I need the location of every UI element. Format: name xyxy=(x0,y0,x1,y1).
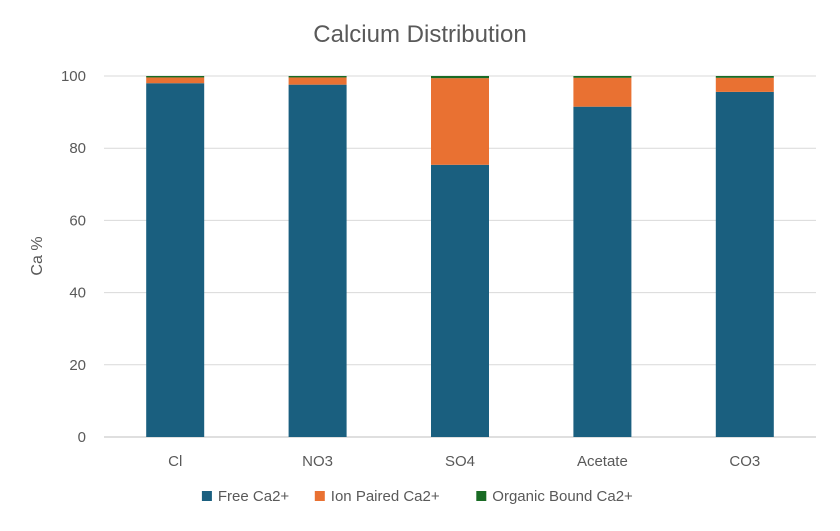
x-tick-label: Cl xyxy=(168,453,182,470)
legend-label: Ion Paired Ca2+ xyxy=(331,488,440,505)
x-tick-label: CO3 xyxy=(729,453,760,470)
bar-segment-so4-ion-paired-ca2 xyxy=(431,78,489,165)
bar-segment-co3-organic-bound-ca2 xyxy=(715,76,774,78)
bar-segment-no3-ion-paired-ca2 xyxy=(288,77,347,85)
x-tick-label: SO4 xyxy=(445,453,475,470)
legend-label: Free Ca2+ xyxy=(218,488,290,505)
bar-segment-so4-free-ca2 xyxy=(431,164,489,437)
bar-segment-co3-ion-paired-ca2 xyxy=(715,77,774,92)
y-tick-label: 80 xyxy=(69,140,86,157)
legend-swatch xyxy=(314,491,325,501)
bar-segment-acetate-free-ca2 xyxy=(573,106,632,437)
bar-segment-acetate-ion-paired-ca2 xyxy=(573,77,632,107)
y-axis-title: Ca % xyxy=(29,236,46,275)
bar-segment-cl-free-ca2 xyxy=(146,83,205,437)
chart-title: Calcium Distribution xyxy=(313,21,526,48)
legend-swatch xyxy=(201,491,212,501)
x-tick-label: NO3 xyxy=(302,453,333,470)
y-tick-label: 60 xyxy=(69,212,86,229)
legend-item: Ion Paired Ca2+ xyxy=(314,488,440,505)
legend-label: Organic Bound Ca2+ xyxy=(492,488,633,505)
bar-segment-cl-organic-bound-ca2 xyxy=(146,76,205,78)
bar-segment-so4-organic-bound-ca2 xyxy=(431,76,489,79)
y-tick-label: 0 xyxy=(78,429,86,446)
bar-segment-cl-ion-paired-ca2 xyxy=(146,77,205,84)
legend-item: Organic Bound Ca2+ xyxy=(476,488,633,505)
legend-item: Free Ca2+ xyxy=(201,488,290,505)
bars xyxy=(146,76,774,437)
legend: Free Ca2+ Ion Paired Ca2+ Organic Bound Ca… xyxy=(201,488,633,505)
bar-segment-co3-free-ca2 xyxy=(715,91,774,437)
y-axis-ticks: 0 20 40 60 80 100 xyxy=(61,68,86,446)
x-tick-label: Acetate xyxy=(577,453,628,470)
y-tick-label: 40 xyxy=(69,285,86,302)
bar-segment-acetate-organic-bound-ca2 xyxy=(573,76,632,78)
bar-segment-no3-free-ca2 xyxy=(288,84,347,437)
legend-swatch xyxy=(476,491,487,501)
y-tick-label: 100 xyxy=(61,68,86,85)
x-axis-ticks: Cl NO3 SO4 Acetate CO3 xyxy=(168,453,760,470)
bar-segment-no3-organic-bound-ca2 xyxy=(288,76,347,78)
y-tick-label: 20 xyxy=(69,357,86,374)
